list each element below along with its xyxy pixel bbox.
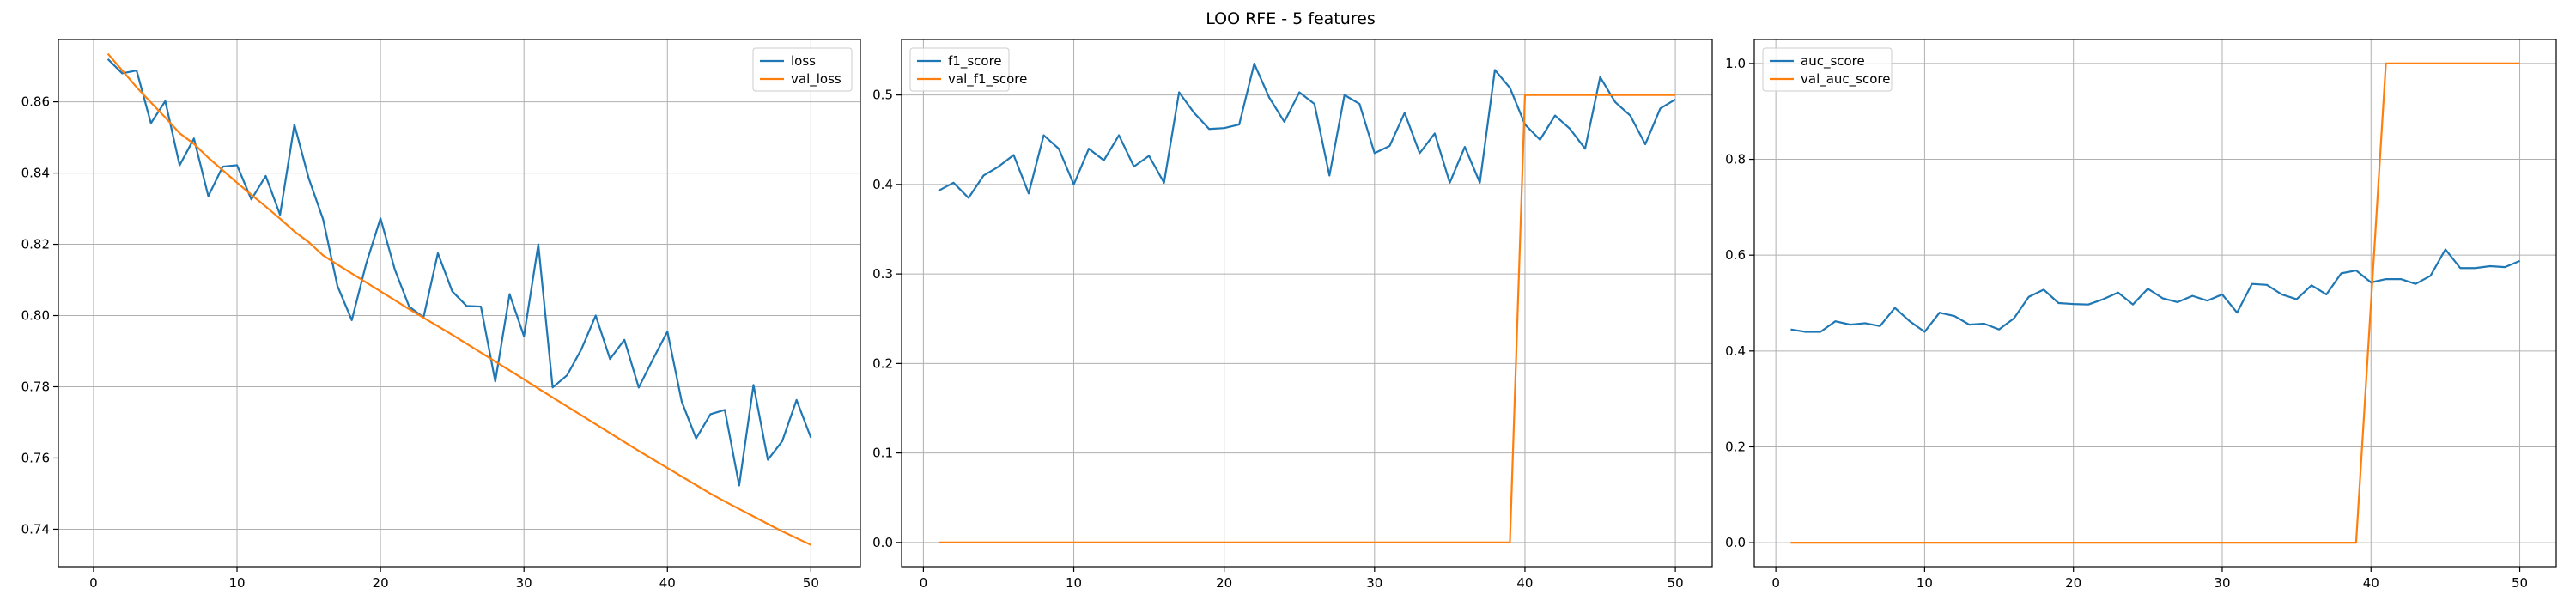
auc-xtick-label: 50 xyxy=(2512,575,2528,591)
auc-xtick-label: 20 xyxy=(2065,575,2081,591)
loss-xtick-label: 30 xyxy=(516,575,532,591)
loss-series-val-loss xyxy=(106,52,811,546)
loss-xtick-label: 40 xyxy=(659,575,676,591)
f1-series-val-f1-score xyxy=(938,94,1676,543)
auc-xtick-label: 30 xyxy=(2214,575,2230,591)
loss-xtick-label: 20 xyxy=(373,575,389,591)
loss-legend-label: loss xyxy=(791,53,816,69)
auc-axes-frame xyxy=(1753,39,2557,568)
auc-ytick-label: 0.4 xyxy=(1725,343,1746,359)
f1-ytick-label: 0.1 xyxy=(872,446,893,461)
auc-ytick-label: 0.8 xyxy=(1725,152,1746,167)
loss-ytick-label: 0.74 xyxy=(21,521,50,537)
loss-series-loss xyxy=(106,58,812,487)
auc-xtick-label: 10 xyxy=(1917,575,1933,591)
f1-ytick-label: 0.5 xyxy=(872,88,893,103)
f1-series-f1-score xyxy=(938,63,1676,199)
f1-legend-box xyxy=(909,47,1010,92)
loss-axes-frame xyxy=(58,39,861,568)
auc-legend-label: auc_score xyxy=(1801,53,1865,70)
loss-xtick-label: 10 xyxy=(228,575,245,591)
f1-legend-label: val_f1_score xyxy=(948,71,1027,88)
auc-ytick-label: 0.2 xyxy=(1725,439,1746,454)
loss-ytick-label: 0.86 xyxy=(21,94,50,110)
f1-axes-frame xyxy=(901,39,1713,568)
auc-series-val-auc-score xyxy=(1790,62,2520,544)
f1-xtick-label: 50 xyxy=(1668,575,1684,591)
auc-xtick-label: 40 xyxy=(2363,575,2379,591)
auc-xtick-label: 0 xyxy=(1771,575,1780,591)
loss-legend-label: val_loss xyxy=(791,71,841,88)
auc-ytick-label: 0.6 xyxy=(1725,247,1746,263)
loss-ytick-label: 0.78 xyxy=(21,379,50,394)
loss-legend: loss val_loss xyxy=(752,47,853,92)
loss-panel: 0 10 20 30 40 50 0.74 0.76 0.78 0.80 0.82 0.84 0.86 l… xyxy=(21,39,861,591)
loss-xtick-label: 50 xyxy=(803,575,819,591)
figure-title: LOO RFE - 5 features xyxy=(1206,9,1376,28)
auc-ytick-label: 1.0 xyxy=(1725,56,1746,71)
loss-ytick-label: 0.82 xyxy=(21,237,50,252)
auc-ytick-label: 0.0 xyxy=(1725,535,1746,550)
f1-xtick-label: 30 xyxy=(1366,575,1382,591)
auc-score-panel: 0 10 20 30 40 50 0.0 0.2 0.4 0.6 0.8 1.0 auc_scoreva… xyxy=(1725,39,2557,591)
auc-series-auc-score xyxy=(1790,248,2520,333)
f1-ytick-label: 0.2 xyxy=(872,355,893,371)
loss-ytick-label: 0.84 xyxy=(21,166,50,181)
f1-ytick-label: 0.0 xyxy=(872,535,893,550)
auc-legend-box xyxy=(1762,47,1893,92)
f1-ytick-label: 0.3 xyxy=(872,266,893,282)
auc-legend-label: val_auc_score xyxy=(1801,71,1891,88)
loss-ytick-label: 0.80 xyxy=(21,308,50,324)
f1-score-panel: 0 10 20 30 40 50 0.0 0.1 0.2 0.3 0.4 0.5 f1_scoreval… xyxy=(872,39,1713,591)
f1-ytick-label: 0.4 xyxy=(872,177,893,192)
loss-xtick-label: 0 xyxy=(89,575,98,591)
f1-xtick-label: 20 xyxy=(1216,575,1232,591)
f1-legend-label: f1_score xyxy=(948,53,1002,70)
loss-legend-box xyxy=(752,47,853,92)
f1-xtick-label: 40 xyxy=(1516,575,1533,591)
loss-ytick-label: 0.76 xyxy=(21,450,50,465)
f1-xtick-label: 0 xyxy=(920,575,928,591)
f1-xtick-label: 10 xyxy=(1066,575,1082,591)
